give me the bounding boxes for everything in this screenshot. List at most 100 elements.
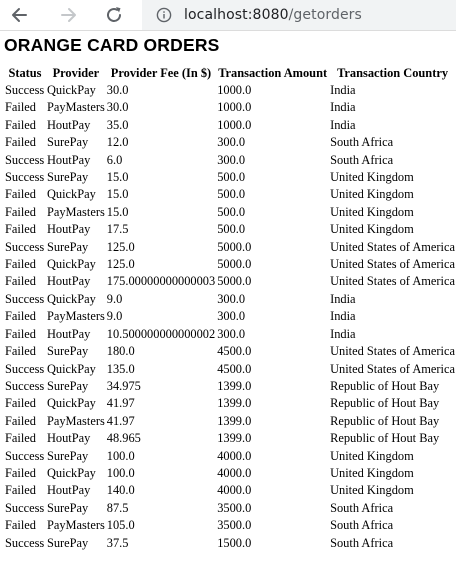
cell-transaction-amount: 500.0 — [217, 204, 246, 219]
column-header-provider: Provider — [52, 66, 100, 80]
cell-status: Failed — [5, 518, 36, 533]
cell-transaction-amount: 5000.0 — [217, 274, 252, 289]
reload-button[interactable] — [102, 3, 126, 27]
cell-transaction-country: India — [330, 83, 356, 97]
cell-provider-fee: 140.0 — [106, 483, 135, 498]
cell-status: Failed — [5, 204, 36, 219]
cell-transaction-amount: 4500.0 — [217, 361, 252, 376]
url-text[interactable]: localhost:8080/getorders — [184, 7, 362, 23]
cell-provider: HoutPay — [46, 483, 91, 498]
address-bar[interactable]: localhost:8080/getorders — [142, 0, 456, 30]
table-row: Failed QuickPay 41.97 1399.0 Republic of Hou… — [4, 395, 456, 412]
cell-transaction-amount: 1500.0 — [217, 535, 252, 550]
cell-status: Failed — [5, 222, 36, 237]
page-title: ORANGE CARD ORDERS — [4, 35, 220, 55]
cell-provider: QuickPay — [46, 465, 96, 480]
table-row: Failed PayMasters 15.0 500.0 United Kingdom — [4, 204, 456, 221]
cell-transaction-country: Republic of Hout Bay — [330, 378, 440, 393]
cell-transaction-country: Republic of Hout Bay — [330, 396, 440, 411]
cell-transaction-country: India — [330, 326, 356, 341]
table-row: Success SurePay 125.0 5000.0 United States o… — [4, 239, 456, 256]
cell-transaction-amount: 5000.0 — [217, 239, 252, 254]
cell-transaction-country: United Kingdom — [330, 465, 414, 480]
forward-button[interactable] — [57, 3, 81, 27]
cell-provider-fee: 105.0 — [106, 518, 135, 533]
cell-transaction-country: South Africa — [330, 518, 394, 533]
cell-transaction-amount: 1000.0 — [217, 83, 252, 97]
cell-provider-fee: 125.0 — [106, 239, 135, 254]
cell-provider: PayMasters — [46, 100, 105, 115]
cell-transaction-country: United Kingdom — [330, 222, 414, 237]
cell-provider: HoutPay — [46, 326, 91, 341]
cell-provider: HoutPay — [46, 152, 91, 167]
cell-transaction-country: United Kingdom — [330, 170, 414, 185]
cell-provider-fee: 17.5 — [106, 222, 129, 237]
cell-provider: QuickPay — [46, 396, 96, 411]
cell-transaction-country: United States of America — [330, 239, 455, 254]
cell-transaction-country: United States of America — [330, 257, 455, 272]
cell-status: Failed — [5, 413, 36, 428]
cell-transaction-country: South Africa — [330, 135, 394, 150]
back-button[interactable] — [7, 3, 31, 27]
cell-provider-fee: 87.5 — [106, 500, 129, 515]
cell-provider: SurePay — [46, 378, 89, 393]
cell-transaction-amount: 1399.0 — [217, 378, 252, 393]
cell-transaction-country: India — [330, 117, 356, 132]
cell-transaction-country: South Africa — [330, 535, 394, 550]
cell-status: Success — [5, 152, 45, 167]
cell-status: Success — [5, 291, 45, 306]
cell-provider-fee: 37.5 — [106, 535, 129, 550]
cell-transaction-amount: 3500.0 — [217, 500, 252, 515]
cell-status: Success — [5, 535, 45, 550]
cell-status: Failed — [5, 396, 36, 411]
column-header-transaction-country: Transaction Country — [337, 66, 449, 80]
cell-provider: PayMasters — [46, 413, 105, 428]
browser-toolbar: localhost:8080/getorders — [0, 0, 456, 31]
cell-provider: HoutPay — [46, 117, 91, 132]
cell-provider: PayMasters — [46, 309, 105, 324]
cell-transaction-country: United States of America — [330, 344, 455, 359]
cell-provider: PayMasters — [46, 204, 105, 219]
cell-provider-fee: 9.0 — [106, 309, 123, 324]
cell-provider: QuickPay — [46, 291, 96, 306]
table-row: Success SurePay 87.5 3500.0 South Africa — [4, 500, 456, 517]
cell-status: Failed — [5, 483, 36, 498]
cell-transaction-country: South Africa — [330, 500, 394, 515]
cell-provider-fee: 9.0 — [106, 291, 123, 306]
cell-transaction-amount: 500.0 — [217, 187, 246, 202]
table-row: Failed PayMasters 30.0 1000.0 India — [4, 99, 456, 116]
cell-transaction-amount: 300.0 — [217, 291, 246, 306]
cell-transaction-amount: 4000.0 — [217, 465, 252, 480]
table-row: Success SurePay 34.975 1399.0 Republic of Ho… — [4, 378, 456, 395]
cell-transaction-amount: 1399.0 — [217, 431, 252, 446]
cell-transaction-amount: 5000.0 — [217, 257, 252, 272]
cell-provider-fee: 15.0 — [106, 170, 129, 185]
cell-provider-fee: 35.0 — [106, 117, 129, 132]
cell-provider-fee: 180.0 — [106, 344, 135, 359]
cell-status: Success — [5, 378, 45, 393]
table-row: Success SurePay 100.0 4000.0 United Kingdom — [4, 448, 456, 465]
cell-provider-fee: 48.965 — [106, 431, 141, 446]
cell-status: Failed — [5, 309, 36, 324]
cell-provider-fee: 34.975 — [106, 378, 141, 393]
cell-status: Failed — [5, 326, 36, 341]
cell-provider: SurePay — [46, 500, 89, 515]
table-row: Success SurePay 37.5 1500.0 South Africa — [4, 535, 456, 552]
column-header-status: Status — [8, 66, 42, 80]
cell-provider-fee: 100.0 — [106, 448, 135, 463]
cell-status: Success — [5, 361, 45, 376]
cell-transaction-amount: 1000.0 — [217, 117, 252, 132]
cell-transaction-amount: 300.0 — [217, 309, 246, 324]
table-row: Failed PayMasters 105.0 3500.0 South Africa — [4, 517, 456, 534]
cell-provider-fee: 175.00000000000003 — [106, 274, 216, 289]
cell-status: Failed — [5, 135, 36, 150]
cell-transaction-country: Republic of Hout Bay — [330, 431, 440, 446]
cell-transaction-country: United Kingdom — [330, 448, 414, 463]
info-icon[interactable] — [156, 7, 172, 23]
cell-status: Success — [5, 500, 45, 515]
column-header-transaction-amount: Transaction Amount — [218, 66, 328, 80]
cell-transaction-amount: 4500.0 — [217, 344, 252, 359]
table-row: Success QuickPay 135.0 4500.0 United States … — [4, 361, 456, 378]
cell-status: Failed — [5, 465, 36, 480]
cell-status: Success — [5, 239, 45, 254]
